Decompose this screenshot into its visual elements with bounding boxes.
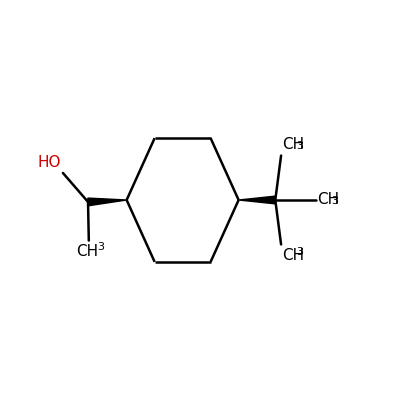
Text: HO: HO [38, 155, 61, 170]
Text: CH: CH [282, 248, 304, 263]
Text: CH: CH [76, 244, 98, 259]
Text: CH: CH [317, 192, 340, 208]
Text: 3: 3 [331, 196, 338, 206]
Polygon shape [239, 196, 275, 204]
Text: CH: CH [282, 137, 304, 152]
Polygon shape [88, 198, 127, 206]
Text: 3: 3 [296, 140, 303, 150]
Text: 3: 3 [296, 247, 303, 257]
Text: 3: 3 [97, 242, 104, 252]
